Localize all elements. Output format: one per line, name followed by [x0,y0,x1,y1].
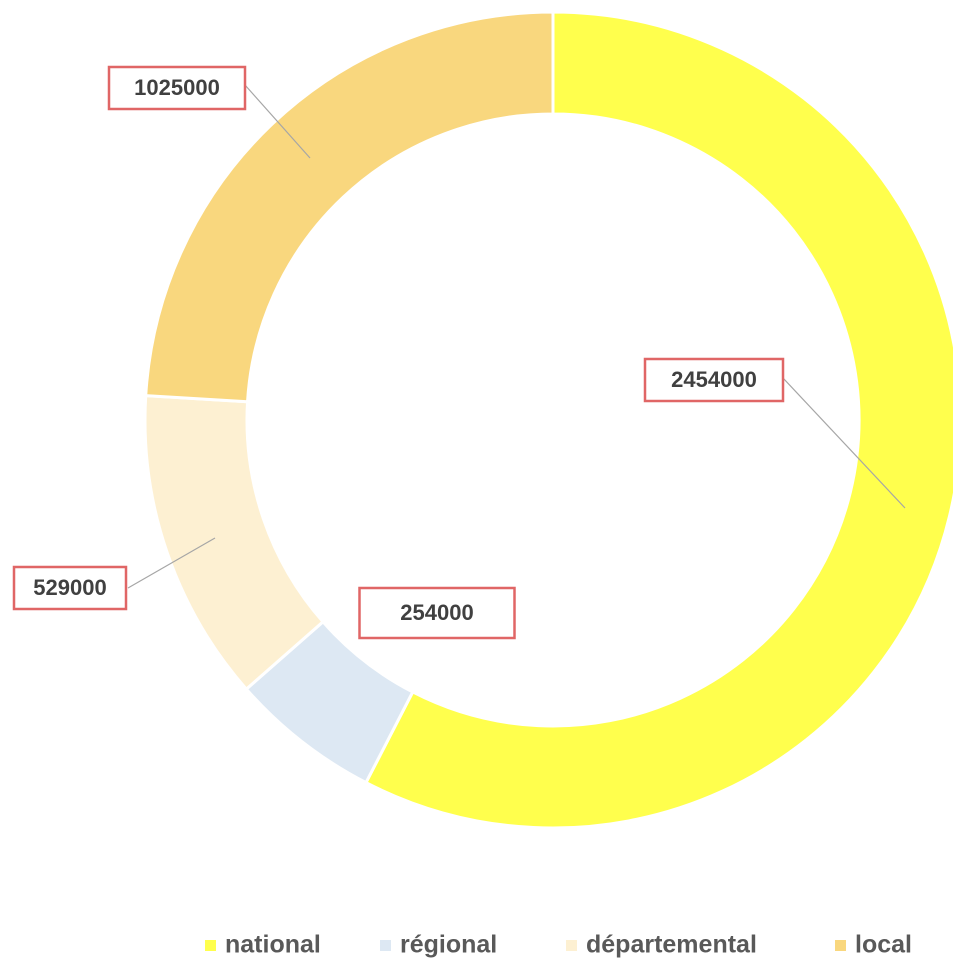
donut-slice [143,394,326,692]
data-label: 529000 [33,575,106,600]
donut-slice [144,10,555,404]
leader-line [127,537,216,589]
data-label-box [107,65,247,111]
data-label: 1025000 [134,75,220,100]
legend-label: régional [400,931,497,959]
leader-line [244,84,311,159]
data-label: 2454000 [671,367,757,392]
data-label-box [358,586,516,640]
legend-swatch [566,940,577,951]
legend-swatch [380,940,391,951]
legend-label: départemental [586,931,757,959]
legend-swatch [205,940,216,951]
data-label: 254000 [400,600,473,625]
data-label-box [643,357,785,403]
donut-slice [363,10,953,830]
legend-label: local [855,931,912,959]
legend-label: national [225,931,321,959]
legend-swatch [835,940,846,951]
leader-line [782,377,906,509]
data-label-box [12,565,128,611]
